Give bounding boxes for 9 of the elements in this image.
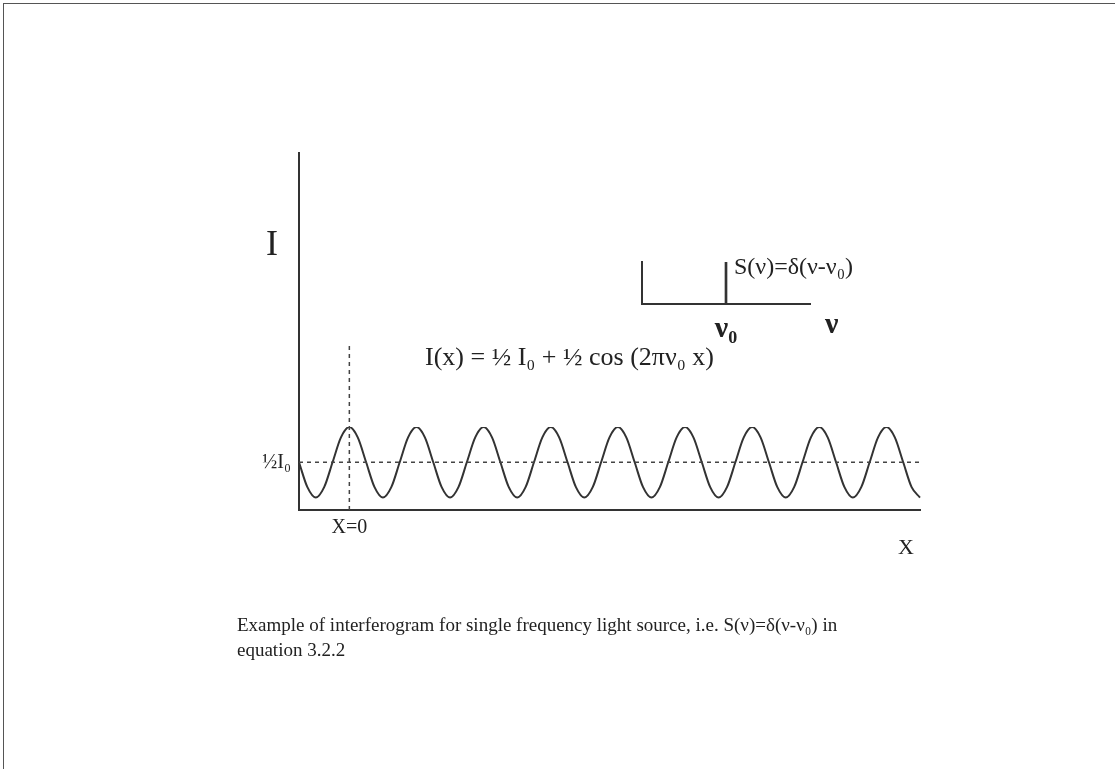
x-axis-title: ν — [825, 306, 839, 340]
x-tick-label: ν₀ — [713, 310, 738, 344]
text: I(x) = ½ I₀ + ½ cos (2πν₀ x) — [425, 342, 714, 372]
y-axis-title: I — [266, 222, 278, 264]
text: X=0 — [331, 515, 368, 538]
x-axis-title: X — [898, 534, 914, 560]
text: Example of interferogram for single frequency light source, i.e. S(ν)=δ(ν-ν₀) in equation 3.2.2 — [237, 613, 839, 662]
annotation: S(ν)=δ(ν-ν₀) — [734, 253, 854, 280]
ref-line-label: ½I₀ — [262, 449, 292, 472]
